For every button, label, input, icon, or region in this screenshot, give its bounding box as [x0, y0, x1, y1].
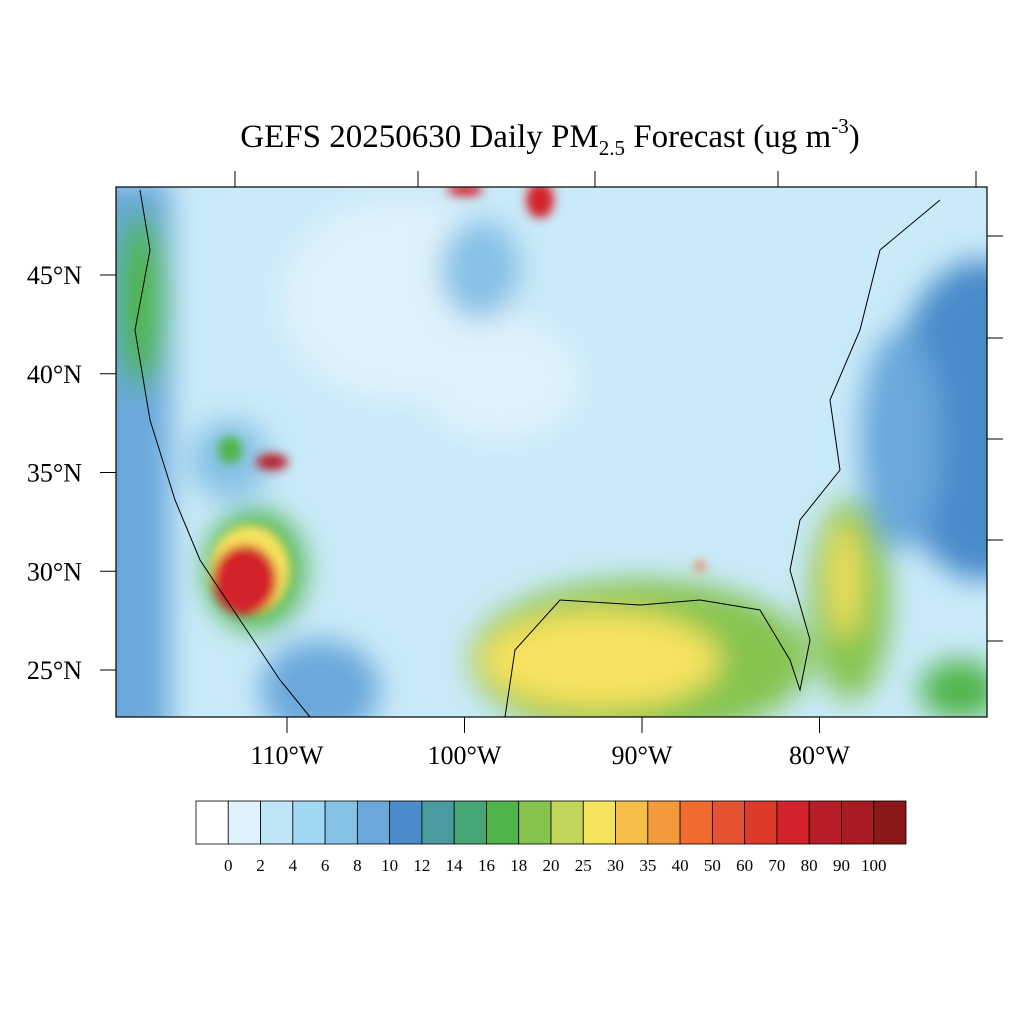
colorbar-label: 20: [543, 856, 560, 875]
title-subscript: 2.5: [599, 136, 625, 160]
colorbar-box: [195, 800, 229, 845]
colorbar-box: [550, 800, 584, 845]
colorbar-box: [841, 800, 875, 845]
colorbar-box: [486, 800, 520, 845]
map-frame: [115, 186, 988, 718]
lat-tick-label: 25°N: [27, 656, 82, 685]
colorbar-box: [808, 800, 842, 845]
colorbar-box: [679, 800, 713, 845]
title-text: ): [849, 119, 860, 155]
colorbar-box: [260, 800, 294, 845]
colorbar-label: 2: [256, 856, 265, 875]
colorbar-box: [711, 800, 746, 845]
colorbar-label: 14: [446, 856, 464, 875]
colorbar-label: 50: [704, 856, 721, 875]
colorbar-box: [744, 800, 778, 845]
lat-tick-label: 35°N: [27, 459, 82, 488]
lon-tick-label: 80°W: [789, 741, 850, 770]
title-superscript: -3: [831, 114, 849, 138]
colorbar-box: [453, 800, 487, 845]
colorbar: 0 2 4 6 8 10 12 14 16 18 20 25 30 35 40 50 60 70 80 90 100: [195, 800, 907, 875]
colorbar-box: [776, 800, 810, 845]
colorbar-label: 30: [607, 856, 624, 875]
lat-tick-label: 30°N: [27, 557, 82, 586]
map-field: [116, 187, 987, 717]
lon-tick-label: 110°W: [251, 741, 324, 770]
colorbar-label: 40: [672, 856, 689, 875]
colorbar-label: 6: [321, 856, 330, 875]
lon-tick-label: 90°W: [612, 741, 673, 770]
colorbar-box: [324, 800, 358, 845]
colorbar-label: 8: [353, 856, 362, 875]
title-text: Forecast (ug m: [625, 119, 832, 155]
colorbar-label: 70: [768, 856, 785, 875]
title: GEFS 20250630 Daily PM2.5 Forecast (ug m…: [240, 114, 859, 160]
title-text: GEFS 20250630 Daily PM: [240, 119, 598, 155]
frame-ticks: [234, 171, 1003, 642]
axes: 45°N 40°N 35°N 30°N 25°N 110°W 100°W 90°W 80°W: [27, 261, 851, 770]
colorbar-label: 12: [413, 856, 430, 875]
colorbar-box: [582, 800, 616, 845]
colorbar-label: 18: [510, 856, 527, 875]
colorbar-label: 90: [833, 856, 850, 875]
colorbar-box: [227, 800, 261, 845]
colorbar-box: [421, 800, 455, 845]
colorbar-label: 80: [801, 856, 818, 875]
colorbar-box: [292, 800, 326, 845]
lon-tick-label: 100°W: [428, 741, 502, 770]
colorbar-label: 60: [736, 856, 753, 875]
lat-tick-label: 40°N: [27, 360, 82, 389]
colorbar-label: 16: [478, 856, 495, 875]
colorbar-box: [647, 800, 681, 845]
colorbar-label: 0: [224, 856, 233, 875]
colorbar-label: 4: [289, 856, 298, 875]
colorbar-label: 25: [575, 856, 592, 875]
colorbar-box: [518, 800, 552, 845]
lat-tick-label: 45°N: [27, 261, 82, 290]
colorbar-box: [873, 800, 907, 845]
colorbar-label: 35: [639, 856, 656, 875]
colorbar-box: [389, 800, 423, 845]
colorbar-label: 100: [861, 856, 887, 875]
colorbar-label: 10: [381, 856, 398, 875]
colorbar-box: [615, 800, 649, 845]
colorbar-box: [356, 800, 391, 845]
